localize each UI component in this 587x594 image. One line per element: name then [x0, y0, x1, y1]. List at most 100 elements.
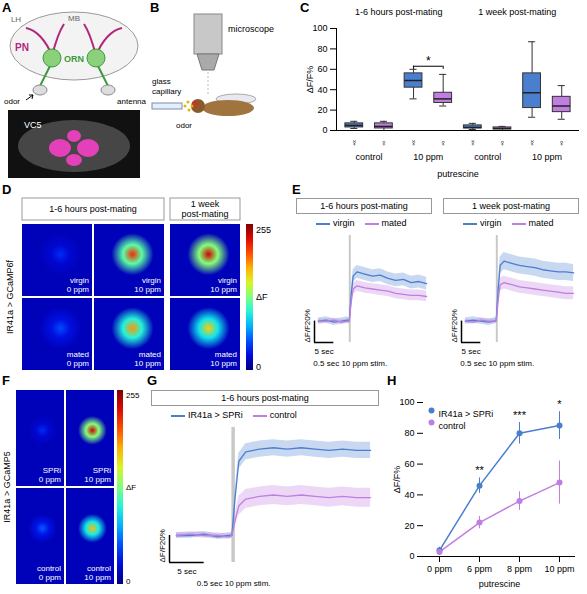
svg-text:80: 80	[317, 44, 327, 54]
svg-text:control: control	[356, 152, 383, 162]
svg-text:10 ppm: 10 ppm	[544, 564, 574, 574]
svg-text:6 ppm: 6 ppm	[467, 564, 492, 574]
svg-text:0: 0	[409, 551, 414, 561]
html-text:G: G	[147, 373, 158, 388]
svg-text:40: 40	[404, 490, 414, 500]
svg-text:glass: glass	[152, 77, 171, 86]
svg-text:IR41a > SPRi: IR41a > SPRi	[439, 409, 494, 419]
svg-text:ΔF/F20%: ΔF/F20%	[303, 309, 312, 342]
svg-text:*: *	[557, 398, 562, 410]
svg-text:post-mating: post-mating	[181, 209, 228, 219]
svg-text:virgin: virgin	[70, 276, 89, 285]
svg-text:0 ppm: 0 ppm	[67, 285, 90, 294]
svg-text:ΔF: ΔF	[126, 483, 136, 492]
html-text:virgin: virgin	[333, 218, 355, 228]
svg-text:☿: ☿	[351, 138, 358, 148]
svg-text:255: 255	[256, 225, 271, 235]
svg-text:SPRi: SPRi	[93, 466, 111, 475]
svg-text:0.5 sec 10 ppm stim.: 0.5 sec 10 ppm stim.	[313, 359, 387, 368]
svg-text:LH: LH	[11, 15, 21, 24]
svg-text:5 sec: 5 sec	[462, 347, 481, 356]
svg-text:0: 0	[126, 577, 131, 586]
svg-text:10 ppm: 10 ppm	[84, 475, 111, 484]
svg-text:0.5 sec 10 ppm stim.: 0.5 sec 10 ppm stim.	[197, 579, 271, 588]
svg-text:**: **	[475, 464, 484, 476]
svg-text:putrescine: putrescine	[479, 579, 521, 589]
svg-text:SPRi: SPRi	[43, 466, 61, 475]
svg-text:10 ppm: 10 ppm	[210, 285, 237, 294]
svg-text:10 ppm: 10 ppm	[84, 573, 111, 582]
html-text:B: B	[150, 0, 160, 15]
svg-text:100: 100	[399, 397, 414, 407]
svg-text:control: control	[439, 421, 466, 431]
svg-text:IR41a > GCaMP5: IR41a > GCaMP5	[2, 451, 12, 522]
svg-text:ΔF/F20%: ΔF/F20%	[450, 309, 459, 342]
svg-text:0 ppm: 0 ppm	[39, 475, 62, 484]
html-text:A: A	[2, 0, 12, 15]
svg-text:mated: mated	[67, 350, 89, 359]
svg-text:☿: ☿	[410, 138, 417, 148]
svg-text:0 ppm: 0 ppm	[427, 564, 452, 574]
svg-text:☿: ☿	[469, 138, 476, 148]
svg-text:60: 60	[404, 459, 414, 469]
html-text:C: C	[300, 0, 310, 15]
svg-text:10 ppm: 10 ppm	[210, 359, 237, 368]
svg-text:8 ppm: 8 ppm	[507, 564, 532, 574]
svg-text:10 ppm: 10 ppm	[413, 152, 443, 162]
html-text:mated: mated	[381, 218, 407, 228]
svg-text:odor: odor	[176, 121, 192, 130]
svg-text:***: ***	[513, 409, 527, 421]
svg-text:60: 60	[317, 64, 327, 74]
svg-text:virgin: virgin	[218, 276, 237, 285]
svg-text:1-6 hours post-mating: 1-6 hours post-mating	[355, 7, 443, 17]
svg-text:control: control	[87, 564, 111, 573]
svg-text:255: 255	[126, 391, 140, 400]
svg-text:♀: ♀	[558, 138, 565, 148]
svg-text:mated: mated	[215, 350, 237, 359]
svg-text:☿: ☿	[529, 138, 536, 148]
svg-text:putrescine: putrescine	[437, 169, 479, 179]
svg-text:♀: ♀	[440, 138, 447, 148]
svg-text:40: 40	[317, 85, 327, 95]
html-text:1-6 hours post-mating: 1-6 hours post-mating	[320, 201, 408, 211]
svg-text:ΔF/F%: ΔF/F%	[392, 466, 402, 494]
svg-text:control: control	[474, 152, 501, 162]
svg-text:0: 0	[256, 362, 261, 372]
svg-text:100: 100	[312, 23, 327, 33]
svg-text:10 ppm: 10 ppm	[134, 285, 161, 294]
svg-text:antenna: antenna	[117, 97, 146, 106]
svg-text:mated: mated	[139, 350, 161, 359]
svg-text:0 ppm: 0 ppm	[67, 359, 90, 368]
svg-text:0: 0	[322, 125, 327, 135]
svg-text:ΔF/F%: ΔF/F%	[305, 66, 315, 94]
svg-text:0 ppm: 0 ppm	[39, 573, 62, 582]
svg-text:5 sec: 5 sec	[315, 347, 334, 356]
svg-text:1 week post-mating: 1 week post-mating	[478, 7, 556, 17]
svg-text:0.5 sec 10 ppm stim.: 0.5 sec 10 ppm stim.	[460, 359, 534, 368]
svg-text:control: control	[37, 564, 61, 573]
svg-text:virgin: virgin	[142, 276, 161, 285]
html-text:1 week post-mating: 1 week post-mating	[472, 201, 550, 211]
svg-text:PN: PN	[15, 42, 29, 53]
svg-text:ORN: ORN	[64, 54, 84, 64]
svg-text:5 sec: 5 sec	[177, 567, 196, 576]
svg-text:odor: odor	[4, 97, 20, 106]
svg-text:capillary: capillary	[152, 87, 181, 96]
svg-text:10 ppm: 10 ppm	[134, 359, 161, 368]
svg-text:20: 20	[317, 105, 327, 115]
svg-text:IR41a > GCaMP6f: IR41a > GCaMP6f	[5, 260, 15, 334]
svg-text:1-6 hours post-mating: 1-6 hours post-mating	[49, 204, 137, 214]
html-text:D: D	[2, 182, 12, 197]
svg-text:ΔF: ΔF	[256, 292, 268, 302]
svg-text:1 week: 1 week	[191, 199, 220, 209]
svg-text:20: 20	[404, 521, 414, 531]
svg-text:MB: MB	[68, 14, 80, 23]
svg-text:ΔF/F20%: ΔF/F20%	[158, 529, 167, 562]
svg-text:microscope: microscope	[228, 24, 274, 34]
svg-text:VC5: VC5	[24, 120, 42, 130]
svg-text:80: 80	[404, 428, 414, 438]
svg-text:10 ppm: 10 ppm	[532, 152, 562, 162]
svg-text:♀: ♀	[381, 138, 388, 148]
svg-text:♀: ♀	[499, 138, 506, 148]
svg-text:*: *	[426, 54, 431, 68]
